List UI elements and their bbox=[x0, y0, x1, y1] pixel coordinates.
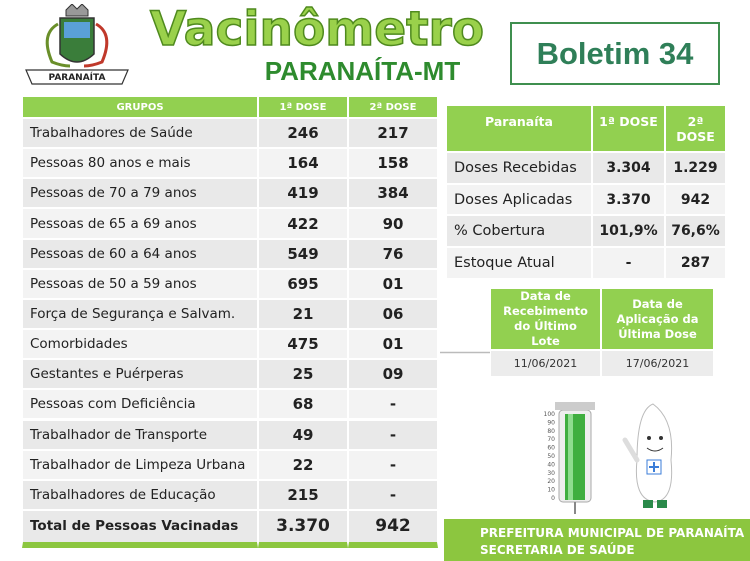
group-name: Pessoas de 65 a 69 anos bbox=[22, 208, 258, 239]
summary-label: Doses Recebidas bbox=[446, 152, 592, 184]
dose-value: 68 bbox=[258, 389, 348, 420]
dose-value: 164 bbox=[258, 148, 348, 179]
dose-value: 21 bbox=[258, 298, 348, 330]
dose-value: - bbox=[348, 419, 438, 450]
summary-value: 3.370 bbox=[592, 183, 665, 216]
summary-value: 3.304 bbox=[592, 152, 665, 184]
column-header: 1ª DOSE bbox=[592, 105, 665, 152]
footer: PREFEITURA MUNICIPAL DE PARANAÍTA SECRET… bbox=[444, 519, 750, 561]
column-header: Data de Aplicação da Última Dose bbox=[601, 288, 714, 350]
title: Vacinômetro bbox=[149, 1, 485, 58]
footer-line: PREFEITURA MUNICIPAL DE PARANAÍTA bbox=[480, 526, 745, 540]
dose-value: 475 bbox=[258, 329, 348, 360]
scale-label: 60 bbox=[547, 445, 555, 452]
column-header: 2ª DOSE bbox=[665, 105, 726, 152]
summary-value: 287 bbox=[665, 247, 726, 279]
groups-table: GRUPOS 1ª DOSE 2ª DOSE Trabalhadores de Saú… bbox=[22, 96, 438, 548]
scale-label: 50 bbox=[547, 453, 555, 460]
column-header: GRUPOS bbox=[22, 96, 258, 118]
date-value: 17/06/2021 bbox=[601, 350, 714, 377]
dose-value: - bbox=[348, 479, 438, 510]
dose-value: 384 bbox=[348, 178, 438, 209]
dose-value: - bbox=[348, 449, 438, 480]
dose-value: 25 bbox=[258, 359, 348, 390]
logo-text: PARANAÍTA bbox=[49, 71, 106, 83]
group-name: Força de Segurança e Salvam. bbox=[22, 298, 258, 330]
dose-value: 549 bbox=[258, 238, 348, 269]
column-header: 2ª DOSE bbox=[348, 96, 438, 118]
summary-value: 101,9% bbox=[592, 215, 665, 248]
scale-label: 90 bbox=[547, 419, 555, 426]
connector bbox=[440, 351, 492, 354]
dose-value: 215 bbox=[258, 479, 348, 510]
dose-value: 419 bbox=[258, 178, 348, 209]
dose-value: - bbox=[348, 389, 438, 420]
dose-value: 09 bbox=[348, 359, 438, 390]
column-header: 1ª DOSE bbox=[258, 96, 348, 118]
summary-value: 76,6% bbox=[665, 215, 726, 248]
group-name: Pessoas de 50 a 59 anos bbox=[22, 268, 258, 299]
group-name: Pessoas de 60 a 64 anos bbox=[22, 238, 258, 269]
total-value: 942 bbox=[348, 509, 438, 548]
total-label: Total de Pessoas Vacinadas bbox=[22, 509, 258, 548]
dose-value: 76 bbox=[348, 238, 438, 269]
summary-label: Estoque Atual bbox=[446, 247, 592, 279]
total-value: 3.370 bbox=[258, 509, 348, 548]
summary-label: % Cobertura bbox=[446, 215, 592, 248]
scale-label: 70 bbox=[547, 436, 555, 443]
dose-value: 01 bbox=[348, 268, 438, 299]
summary-table: Paranaíta 1ª DOSE 2ª DOSE Doses Recebidas 3.… bbox=[446, 105, 726, 279]
scale-label: 30 bbox=[547, 470, 555, 477]
group-name: Trabalhador de Transporte bbox=[22, 419, 258, 450]
dose-value: 246 bbox=[258, 118, 348, 149]
column-header: Paranaíta bbox=[446, 105, 592, 152]
dose-value: 158 bbox=[348, 148, 438, 179]
scale-label: 40 bbox=[547, 461, 555, 468]
date-value: 11/06/2021 bbox=[490, 350, 601, 377]
group-name: Trabalhadores de Saúde bbox=[22, 118, 258, 149]
dates-table: Data de Recebimento do Último Lote Data d… bbox=[490, 288, 714, 377]
scale-label: 20 bbox=[547, 478, 555, 485]
dose-value: 22 bbox=[258, 449, 348, 480]
dose-value: 01 bbox=[348, 329, 438, 360]
scale-label: 0 bbox=[551, 495, 555, 502]
group-name: Trabalhadores de Educação bbox=[22, 479, 258, 510]
group-name: Comorbidades bbox=[22, 329, 258, 360]
dose-value: 217 bbox=[348, 118, 438, 149]
scale-label: 10 bbox=[547, 487, 555, 494]
bulletin: Boletim 34 bbox=[510, 22, 720, 85]
dose-value: 49 bbox=[258, 419, 348, 450]
summary-label: Doses Aplicadas bbox=[446, 183, 592, 216]
group-name: Pessoas de 70 a 79 anos bbox=[22, 178, 258, 209]
scale-label: 80 bbox=[547, 428, 555, 435]
group-name: Gestantes e Puérperas bbox=[22, 359, 258, 390]
group-name: Pessoas com Deficiência bbox=[22, 389, 258, 420]
summary-value: 1.229 bbox=[665, 152, 726, 184]
footer-line: SECRETARIA DE SAÚDE bbox=[480, 543, 635, 557]
scale-label: 100 bbox=[544, 411, 556, 418]
group-name: Pessoas 80 anos e mais bbox=[22, 148, 258, 179]
column-header: Data de Recebimento do Último Lote bbox=[490, 288, 601, 350]
logo: PARANAÍTA bbox=[25, 4, 129, 85]
group-name: Trabalhador de Limpeza Urbana bbox=[22, 449, 258, 480]
summary-value: 942 bbox=[665, 183, 726, 216]
dose-value: 695 bbox=[258, 268, 348, 299]
subtitle: PARANAÍTA-MT bbox=[264, 56, 461, 86]
dose-value: 422 bbox=[258, 208, 348, 239]
dose-value: 90 bbox=[348, 208, 438, 239]
summary-value: - bbox=[592, 247, 665, 279]
dose-value: 06 bbox=[348, 298, 438, 330]
